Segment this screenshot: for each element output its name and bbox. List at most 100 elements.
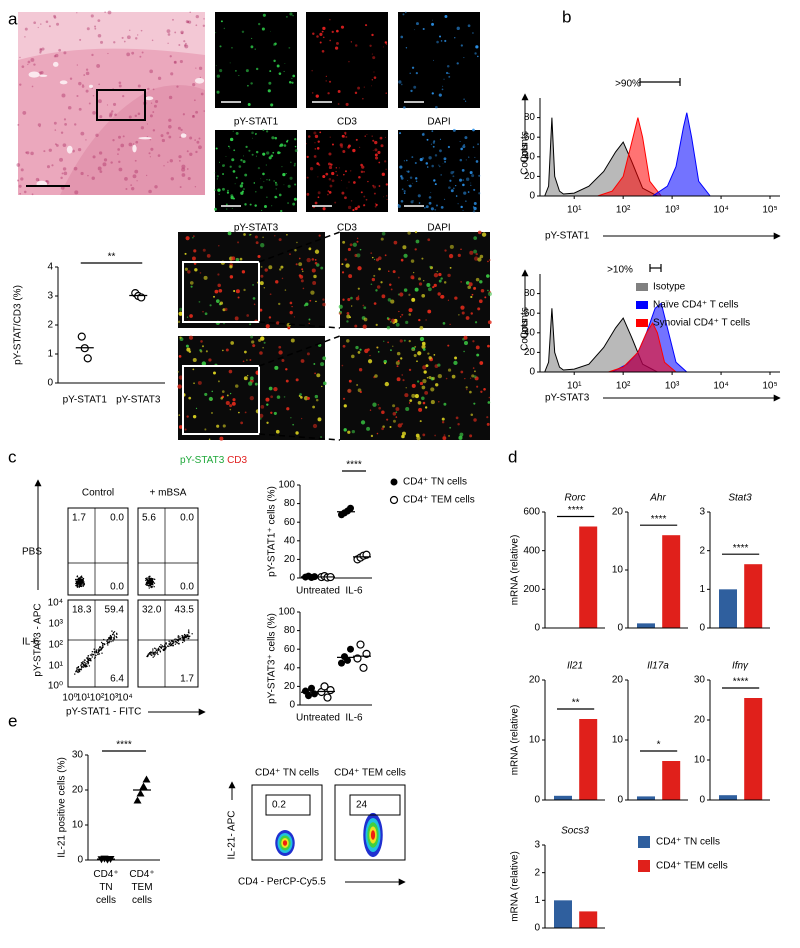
stain-signal: [260, 243, 265, 248]
label-line: cells: [132, 895, 152, 906]
stain-signal: [306, 192, 310, 196]
tick-label: 10³: [49, 619, 64, 630]
stain-signal: [344, 133, 347, 135]
stain-signal: [192, 256, 196, 261]
he-cell: [99, 40, 104, 44]
he-cell: [17, 179, 20, 182]
stain-signal: [235, 176, 238, 179]
stain-signal: [215, 65, 217, 67]
stain-signal: [348, 379, 352, 383]
he-cell: [132, 174, 137, 179]
stain-signal: [387, 298, 392, 302]
stain-signal: [375, 289, 378, 292]
event-dot: [146, 581, 148, 584]
he-cell: [24, 36, 26, 38]
stain-name: pY-STAT3: [180, 455, 225, 466]
stain-signal: [397, 204, 402, 208]
stain-signal: [374, 148, 378, 152]
he-cell: [140, 126, 144, 130]
event-dot: [170, 643, 172, 645]
stain-signal: [249, 323, 252, 326]
event-dot: [80, 583, 82, 585]
stain-signal: [241, 30, 245, 34]
stain-signal: [374, 140, 378, 145]
stain-signal: [403, 253, 408, 258]
stain-signal: [318, 164, 321, 167]
stain-signal: [185, 344, 189, 348]
stain-signal: [341, 191, 345, 195]
stain-signal: [344, 170, 347, 173]
he-cell: [198, 145, 202, 150]
event-dot: [88, 665, 91, 667]
stain-signal: [426, 138, 429, 141]
stain-signal: [475, 160, 479, 163]
stain-signal: [318, 234, 321, 237]
stain-signal: [211, 412, 213, 414]
event-dot: [80, 665, 83, 668]
he-cell: [85, 68, 89, 71]
he-cell: [60, 176, 63, 180]
stain-signal: [452, 175, 455, 178]
stain-signal: [352, 242, 357, 247]
he-cell: [199, 76, 202, 79]
stain-signal: [351, 354, 355, 359]
stain-signal: [434, 208, 437, 211]
stain-signal: [325, 75, 327, 77]
stain-signal: [378, 185, 381, 187]
y-tick-label: 2: [47, 320, 53, 331]
stain-signal: [449, 266, 452, 269]
stain-signal: [358, 368, 363, 372]
event-dot: [115, 635, 117, 638]
stain-signal: [217, 380, 220, 383]
channel-label: DAPI: [427, 117, 450, 128]
he-space: [28, 71, 40, 78]
he-cell: [48, 148, 52, 152]
y-tick-label: 100: [278, 607, 295, 618]
stain-signal: [347, 205, 352, 210]
event-dot: [177, 642, 180, 645]
stain-signal: [378, 161, 381, 164]
x-tick-label: 10⁵: [762, 205, 777, 216]
stain-signal: [369, 409, 372, 411]
stain-signal: [384, 41, 388, 44]
he-tissue: [18, 12, 205, 60]
stain-signal: [467, 285, 471, 290]
quadrant-value: 0.0: [110, 513, 124, 524]
stain-signal: [403, 189, 406, 193]
legend-swatch: [638, 836, 650, 848]
y-tick-label: 600: [523, 507, 540, 518]
he-cell: [53, 16, 57, 19]
stain-signal: [380, 281, 383, 284]
he-cell: [90, 14, 94, 18]
stain-signal: [412, 349, 414, 351]
stain-signal: [438, 272, 442, 277]
stain-signal: [260, 178, 262, 180]
event-dot: [151, 586, 154, 588]
he-cell: [58, 48, 62, 52]
stain-signal: [279, 268, 282, 271]
stain-signal: [471, 174, 475, 178]
stain-signal: [320, 266, 324, 270]
stain-signal: [465, 386, 468, 389]
he-cell: [137, 84, 141, 88]
he-cell: [85, 71, 90, 76]
stain-signal: [254, 235, 258, 239]
stain-signal: [451, 374, 456, 379]
stain-signal: [325, 80, 327, 82]
stain-signal: [461, 306, 463, 308]
event-dot: [95, 651, 97, 653]
stain-signal: [473, 206, 477, 211]
stain-signal: [346, 320, 349, 323]
stain-signal: [316, 35, 319, 38]
stain-signal: [359, 348, 362, 351]
stain-signal: [231, 47, 233, 49]
he-space: [59, 80, 68, 85]
stain-signal: [447, 299, 450, 301]
he-cell: [19, 83, 22, 86]
stain-signal: [408, 313, 412, 316]
event-dot: [93, 648, 95, 650]
y-tick-label: 20: [284, 681, 296, 692]
stain-signal: [460, 205, 463, 209]
he-cell: [45, 20, 49, 23]
stain-signal: [386, 199, 388, 201]
